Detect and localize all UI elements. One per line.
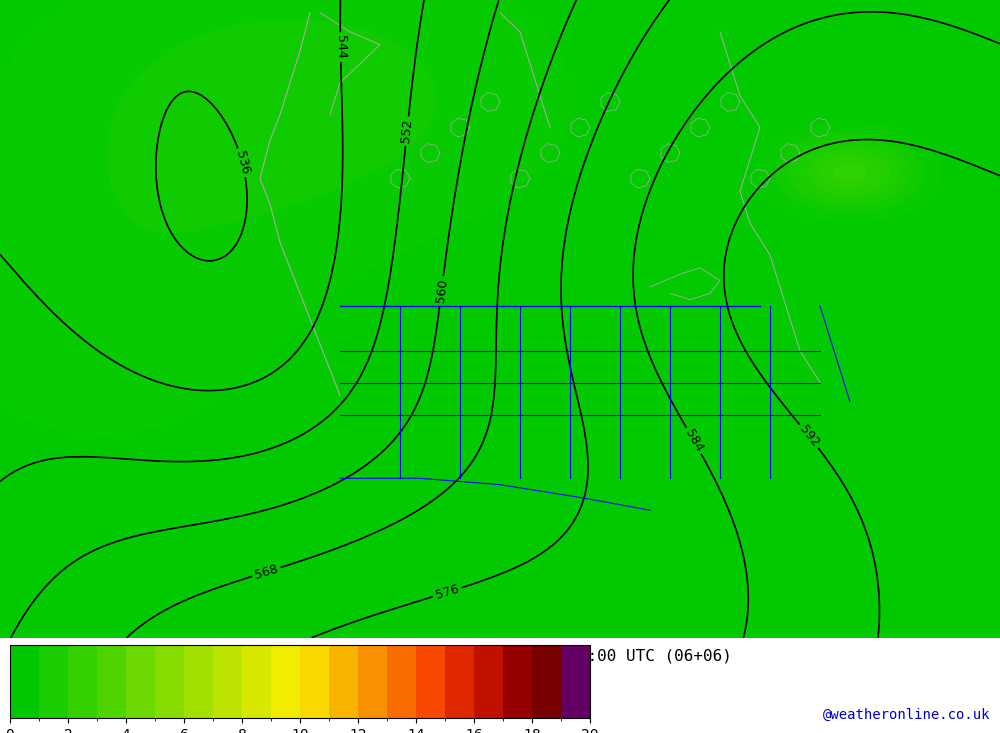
- Text: @weatheronline.co.uk: @weatheronline.co.uk: [822, 707, 990, 721]
- Text: Height 500 hPa Spread mean+σ [gpdm] GFS ENS Fr 20-09-2024 12:00 UTC (06+06): Height 500 hPa Spread mean+σ [gpdm] GFS …: [10, 649, 732, 664]
- Text: 568: 568: [253, 562, 280, 582]
- Text: 544: 544: [334, 35, 347, 59]
- Text: 560: 560: [434, 279, 449, 303]
- Text: 552: 552: [399, 119, 415, 144]
- Text: 584: 584: [682, 427, 705, 454]
- Text: 592: 592: [797, 423, 822, 449]
- Text: 536: 536: [233, 150, 251, 176]
- Text: 576: 576: [434, 583, 461, 602]
